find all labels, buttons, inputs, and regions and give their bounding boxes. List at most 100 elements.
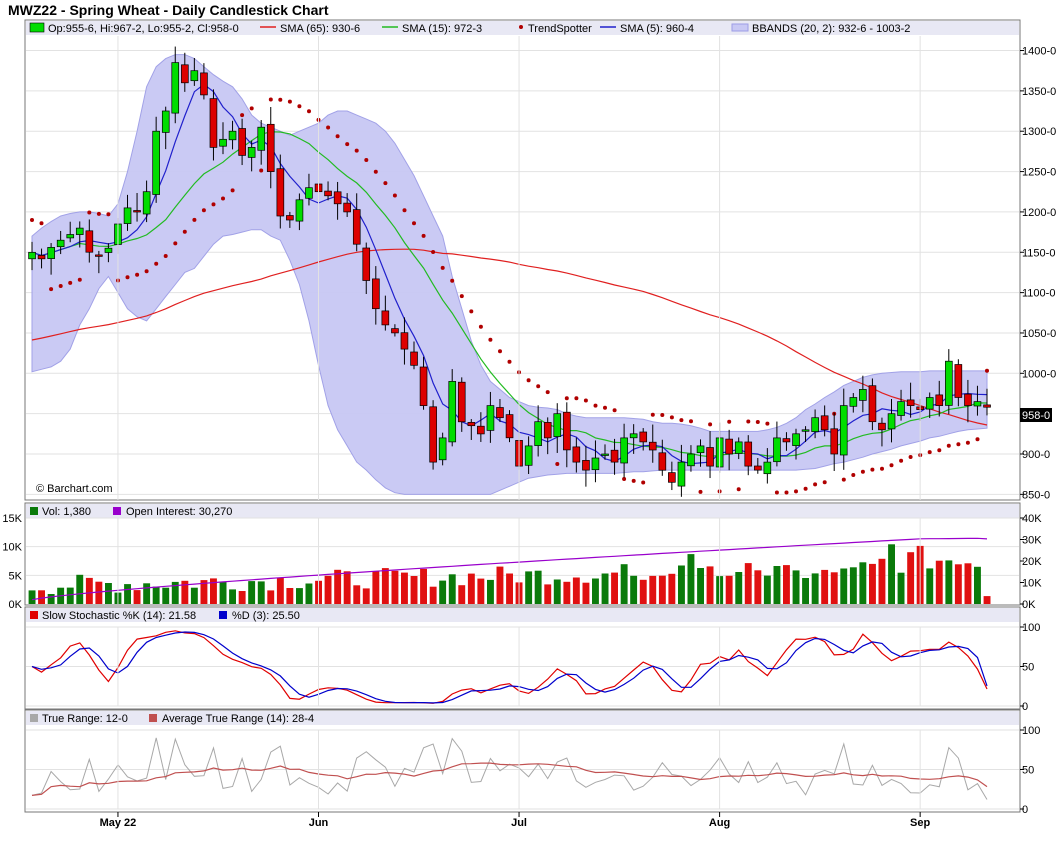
trendspotter-dot: [870, 467, 875, 472]
volume-bar: [143, 583, 151, 604]
stochastic-panel: 100 50 0 Slow Stochastic %K (14): 21.58 %D…: [24, 606, 1040, 713]
volume-bar: [926, 568, 934, 604]
volume-bar: [305, 583, 313, 604]
candle-body: [868, 385, 877, 423]
candle-body: [925, 397, 934, 410]
trendspotter-dot: [755, 420, 760, 424]
volume-bar: [840, 568, 848, 604]
legend-trendspotter-text: TrendSpotter: [528, 23, 592, 35]
volume-bar: [792, 570, 800, 604]
candle-body: [133, 210, 141, 213]
candle-body: [601, 453, 609, 456]
candle-body: [429, 406, 437, 463]
trendspotter-dot: [192, 217, 197, 222]
volume-bar: [687, 554, 695, 604]
legend-bbands-text: BBANDS (20, 2): 932-6 - 1003-2: [752, 23, 910, 35]
volume-bar: [744, 563, 752, 604]
volume-bar: [257, 581, 265, 604]
volume-bar: [954, 564, 962, 604]
candle-body: [744, 441, 753, 467]
trendspotter-dot: [650, 412, 655, 417]
candle-body: [954, 364, 963, 398]
candle-body: [200, 72, 208, 96]
trendspotter-dot: [822, 480, 827, 485]
price-y-axis: 1400-0 1350-0 1300-0 1250-0 1200-0 1150-0 1100…: [1020, 46, 1056, 501]
candle-body: [477, 425, 485, 435]
candle-body: [486, 405, 495, 431]
price-y-tick-label: 1000-0: [1022, 368, 1056, 380]
candle-body: [677, 461, 686, 487]
candle-body: [935, 394, 944, 406]
volume-bar: [678, 565, 685, 604]
trendspotter-dot: [335, 134, 340, 139]
trendspotter-dot: [469, 309, 474, 314]
legend-sma15-text: SMA (15): 972-3: [402, 23, 482, 35]
volume-bar: [869, 563, 876, 604]
trendspotter-dot: [784, 490, 789, 495]
oi-y-tick-label: 30K: [1022, 535, 1042, 547]
candle-body: [859, 389, 867, 401]
stoch-grid: [26, 626, 1019, 707]
volume-bar: [783, 565, 790, 604]
trendspotter-dot: [240, 113, 245, 118]
volume-bar: [28, 590, 36, 604]
candle-body: [648, 441, 657, 451]
trendspotter-dot: [68, 280, 73, 285]
price-legend: Op:955-6, Hi:967-2, Lo:955-2, Cl:958-0 S…: [29, 22, 910, 35]
trendspotter-dot: [708, 422, 713, 427]
trendspotter-dot: [383, 181, 388, 186]
volume-bar: [811, 573, 819, 604]
open-interest-line: [31, 537, 988, 601]
stoch-legend-bar: [26, 608, 1019, 622]
trendspotter-dot: [727, 419, 732, 424]
candle-body: [706, 447, 714, 467]
volume-bar: [630, 575, 638, 604]
candle-body: [734, 441, 743, 454]
price-y-tick-label: 850-0: [1022, 489, 1050, 501]
candle-body: [419, 366, 428, 406]
price-y-tick-label: 1250-0: [1022, 167, 1056, 179]
volume-bar: [66, 587, 74, 604]
candle-body: [505, 414, 514, 439]
legend-vol-text: Vol: 1,380: [42, 506, 91, 518]
tr-panel-frame: [24, 709, 1021, 813]
candle-body: [181, 64, 189, 84]
candle-body: [219, 138, 227, 147]
volume-y-axis: 15K 10K 5K 0K 40K 30K 20K 10K 0K: [2, 513, 1042, 611]
legend-d-text: %D (3): 25.50: [232, 610, 300, 622]
candle-body: [534, 421, 542, 446]
legend-atr-swatch: [149, 714, 157, 722]
volume-bar: [572, 577, 580, 604]
legend-ohlc-text: Op:955-6, Hi:967-2, Lo:955-2, Cl:958-0: [48, 23, 239, 35]
volume-bar: [668, 573, 676, 604]
volume-bar: [763, 575, 771, 604]
legend-vol-swatch: [30, 507, 38, 515]
volume-bar: [725, 575, 733, 604]
trendspotter-dot: [669, 415, 674, 420]
trendspotter-dot: [268, 97, 273, 102]
volume-bar: [448, 574, 456, 604]
candle-body: [391, 328, 399, 334]
candle-body: [448, 381, 457, 443]
stoch-legend: Slow Stochastic %K (14): 21.58 %D (3): 2…: [30, 610, 300, 622]
candle-body: [152, 130, 160, 195]
volume-bar: [983, 596, 991, 604]
trendspotter-dot: [49, 287, 54, 292]
tr-legend: True Range: 12-0 Average True Range (14)…: [30, 713, 314, 725]
trendspotter-dot: [412, 221, 416, 226]
candle-body: [801, 429, 810, 432]
price-y-tick-label: 1200-0: [1022, 207, 1056, 219]
oi-y-tick-label: 0K: [1022, 599, 1036, 611]
legend-atr-text: Average True Range (14): 28-4: [162, 713, 314, 725]
volume-bar: [76, 574, 84, 604]
legend-oi-text: Open Interest: 30,270: [126, 506, 232, 518]
sma15-line: [31, 131, 988, 458]
trendspotter-dot: [765, 421, 770, 426]
legend-trendspotter-dot: [519, 25, 523, 29]
trendspotter-dot: [564, 396, 569, 401]
stoch-y-tick-label: 100: [1022, 622, 1040, 634]
candle-body: [820, 415, 829, 431]
price-y-tick-label: 1300-0: [1022, 126, 1056, 138]
trendspotter-dot: [736, 487, 741, 492]
